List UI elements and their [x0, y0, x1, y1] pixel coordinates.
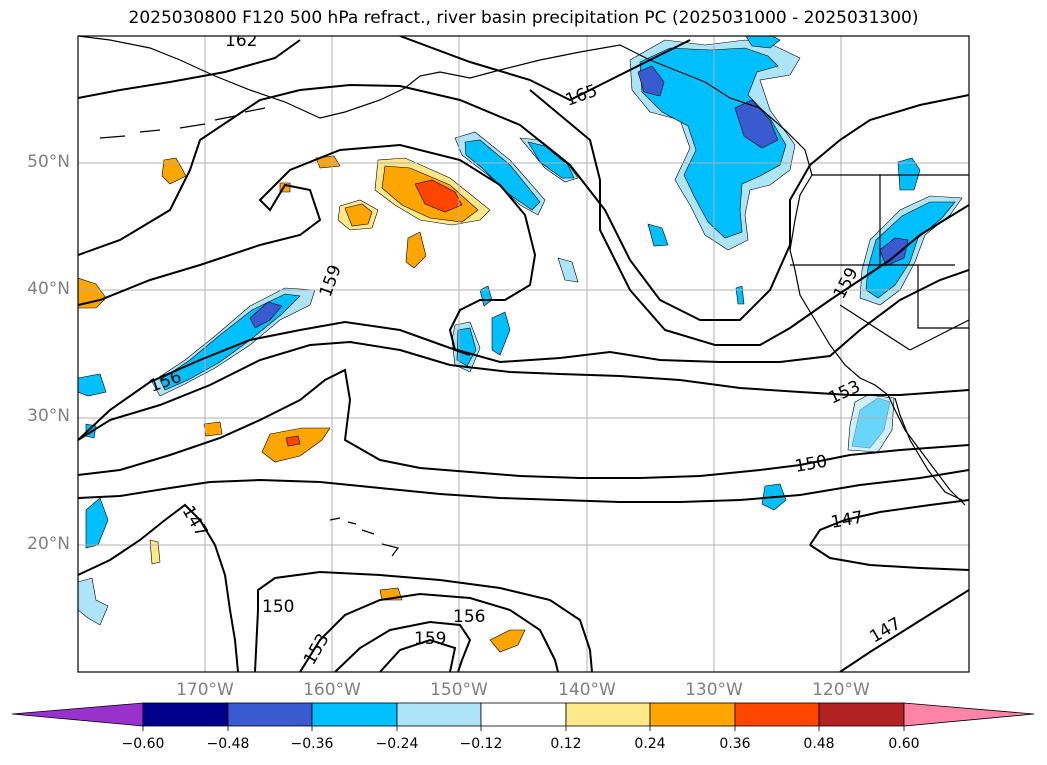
map-title: 2025030800 F120 500 hPa refract., river … [128, 8, 919, 28]
positive-spot-4 [161, 157, 187, 185]
contour-147-east [809, 499, 969, 571]
central-pacific-negative-band-strong [249, 301, 283, 329]
idaho-negative [897, 157, 921, 191]
baja-peninsula [894, 397, 963, 501]
colorbar-bin [311, 702, 398, 727]
contour-147-southeast [839, 589, 969, 672]
colorbar-bin [142, 702, 229, 727]
colorbar-bin [818, 702, 905, 727]
positive-spot-6b [285, 435, 301, 447]
lon-label: 150°W [430, 680, 488, 700]
goa-spot-b-mid [456, 327, 477, 367]
goa-spot-e [647, 223, 669, 247]
contour-162 [78, 39, 301, 99]
us-borders [790, 174, 969, 351]
lat-label: 30°N [27, 406, 70, 426]
contour-153 [78, 340, 969, 441]
contour-156 [78, 269, 969, 441]
contour-label: 159 [414, 629, 446, 649]
montana-negative [745, 36, 781, 49]
contour-label: 150 [262, 597, 294, 617]
colorbar-tick-label: −0.36 [290, 736, 334, 752]
colorbar-tick-label: 0.48 [803, 736, 835, 752]
colorbar-bin [649, 702, 736, 727]
positive-spot-2 [405, 231, 427, 269]
colorbar [11, 702, 1035, 731]
aleutians [99, 107, 266, 139]
contour-label: 156 [453, 607, 485, 627]
colorbar-tick-label: 0.12 [550, 736, 582, 752]
lon-label: 140°W [558, 680, 616, 700]
positive-spot-3 [315, 155, 341, 169]
hawaii [329, 517, 400, 557]
contour-165 [399, 36, 691, 102]
alaska-coast [78, 36, 813, 176]
colorbar-tick-label: 0.60 [888, 736, 920, 752]
bc-coast-negative-strong-north [637, 65, 665, 97]
contour-label: 162 [225, 31, 257, 51]
contour-156-south [334, 620, 472, 672]
positive-spot-10 [149, 539, 161, 565]
colorbar-tick-label: 0.36 [719, 736, 751, 752]
contour-147-north [78, 469, 969, 503]
goa-spot-c [491, 311, 511, 356]
precip-pc-shading [78, 36, 963, 653]
colorbar-bin [396, 702, 482, 727]
bc-coast-negative-strong-south [734, 99, 779, 149]
colorbar-tick-label: −0.24 [375, 736, 419, 752]
positive-spot-6 [261, 427, 331, 463]
colorbar-tick-label: 0.24 [634, 736, 666, 752]
contour-150 [78, 368, 969, 479]
colorbar-bin [565, 702, 651, 727]
colorbar-over [903, 702, 1035, 727]
positive-spot-7 [203, 421, 223, 437]
goa-positive-strong [414, 179, 463, 213]
map-frame [77, 35, 970, 673]
contour-147-west [78, 503, 239, 672]
colorbar-bin [227, 702, 313, 727]
west-edge-negative-1 [78, 373, 107, 397]
contour-159-east [529, 89, 969, 346]
colorbar-tick-label: −0.60 [121, 736, 165, 752]
california-negative-mid [865, 201, 956, 299]
lat-label: 50°N [27, 152, 70, 172]
positive-spot-1b [344, 203, 373, 227]
west-edge-negative-2 [85, 497, 109, 549]
lon-label: 170°W [176, 680, 234, 700]
lon-label: 120°W [812, 680, 870, 700]
west-edge-negative-3 [78, 577, 109, 626]
colorbar-tick-label: −0.48 [206, 736, 250, 752]
colorbar-bin [480, 702, 567, 727]
lat-label: 40°N [27, 279, 70, 299]
lon-label: 130°W [685, 680, 743, 700]
contour-159-south [379, 638, 457, 672]
contour-159-west [78, 143, 537, 356]
map-plot-area: 162 165 159 156 159 153 150 147 147 150 … [78, 31, 969, 672]
contour-150-south [254, 570, 593, 672]
lat-label: 20°N [27, 534, 70, 554]
goa-spot-d [557, 257, 579, 283]
contour-outer-north [78, 83, 969, 321]
bc-coast-negative-mid [639, 47, 787, 239]
colorbar-ticks [142, 726, 905, 731]
height-contours [78, 36, 969, 672]
colorbar-bin [734, 702, 820, 727]
goa-band-1-mid [464, 139, 541, 211]
contour-153-south [299, 592, 559, 672]
colorbar-tick-label: −0.12 [459, 736, 503, 752]
colorbar-under [11, 702, 144, 727]
lon-label: 160°W [303, 680, 361, 700]
positive-spot-9 [489, 629, 526, 653]
graticule [78, 36, 969, 672]
